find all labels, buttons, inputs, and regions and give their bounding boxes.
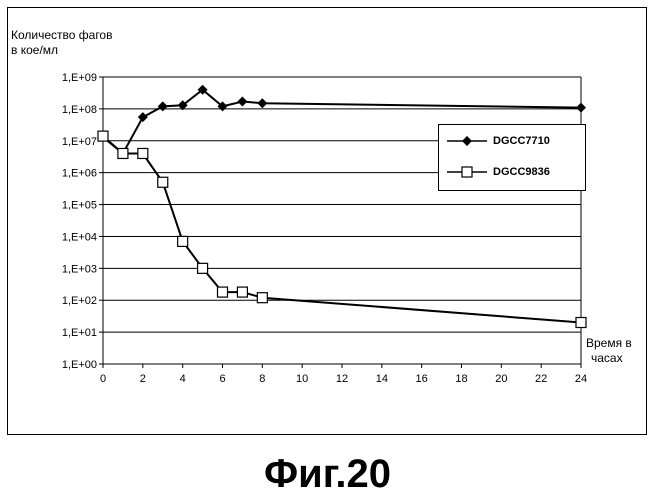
x-tick-label: 20 xyxy=(495,373,507,385)
data-point-square xyxy=(118,148,128,158)
x-tick-label: 4 xyxy=(180,373,186,385)
data-point-square xyxy=(237,287,247,297)
data-point-diamond xyxy=(138,112,148,122)
x-tick-label: 16 xyxy=(416,373,428,385)
y-tick-label: 1,E+03 xyxy=(62,263,97,275)
chart-legend: DGCC7710 DGCC9836 xyxy=(438,124,586,191)
x-tick-label: 2 xyxy=(140,373,146,385)
data-point-square xyxy=(98,131,108,141)
data-point-square xyxy=(158,177,168,187)
x-axis-label-line-1: Время в xyxy=(586,336,632,350)
data-point-square xyxy=(576,318,586,328)
y-tick-label: 1,E+00 xyxy=(62,359,97,371)
x-tick-label: 0 xyxy=(100,373,106,385)
y-tick-label: 1,E+07 xyxy=(62,136,97,148)
data-point-square xyxy=(198,263,208,273)
legend-label-dgcc9836: DGCC9836 xyxy=(493,166,550,178)
data-point-diamond xyxy=(257,98,267,108)
x-axis-label-line-2: часах xyxy=(591,351,623,365)
data-point-square xyxy=(178,236,188,246)
x-tick-label: 18 xyxy=(455,373,467,385)
y-tick-label: 1,E+08 xyxy=(62,104,97,116)
data-point-square xyxy=(257,293,267,303)
x-tick-label: 10 xyxy=(296,373,308,385)
legend-entry-dgcc9836: DGCC9836 xyxy=(445,164,550,180)
y-tick-label: 1,E+09 xyxy=(62,72,97,84)
legend-label-dgcc7710: DGCC7710 xyxy=(493,135,550,147)
x-tick-label: 14 xyxy=(376,373,388,385)
y-tick-label: 1,E+01 xyxy=(62,327,97,339)
legend-swatch-diamond xyxy=(445,135,489,147)
y-tick-label: 1,E+05 xyxy=(62,200,97,212)
y-tick-label: 1,E+06 xyxy=(62,168,97,180)
x-tick-label: 12 xyxy=(336,373,348,385)
x-tick-label: 8 xyxy=(259,373,265,385)
x-tick-label: 24 xyxy=(575,373,587,385)
data-point-diamond xyxy=(576,103,586,113)
data-point-square xyxy=(138,148,148,158)
y-axis-label-line-2: в кое/мл xyxy=(11,43,58,57)
legend-entry-dgcc7710: DGCC7710 xyxy=(445,133,550,149)
legend-swatch-square xyxy=(445,166,489,178)
figure-caption: Фиг.20 xyxy=(0,452,655,497)
data-point-diamond xyxy=(158,101,168,111)
x-tick-label: 6 xyxy=(219,373,225,385)
x-tick-label: 22 xyxy=(535,373,547,385)
y-axis-label-line-1: Количество фагов xyxy=(11,28,112,42)
data-point-diamond xyxy=(237,97,247,107)
y-tick-label: 1,E+02 xyxy=(62,295,97,307)
data-point-square xyxy=(218,287,228,297)
y-tick-label: 1,E+04 xyxy=(62,231,97,243)
